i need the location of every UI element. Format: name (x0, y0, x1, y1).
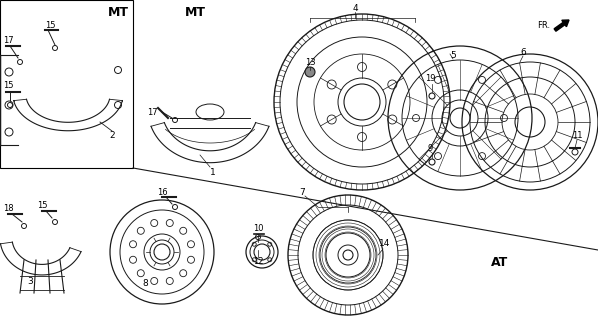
FancyArrow shape (554, 20, 569, 31)
Text: 15: 15 (45, 20, 55, 29)
Text: 15: 15 (3, 81, 13, 90)
Text: 14: 14 (379, 238, 390, 247)
Bar (0, 0, 133, 168)
Text: 7: 7 (299, 188, 305, 196)
Text: MT: MT (108, 5, 129, 19)
Text: 19: 19 (425, 74, 435, 83)
Text: 4: 4 (352, 4, 358, 12)
Text: 8: 8 (142, 278, 148, 287)
Text: 1: 1 (210, 167, 216, 177)
Text: 15: 15 (36, 201, 47, 210)
Text: 5: 5 (450, 51, 456, 60)
Text: 12: 12 (253, 258, 263, 267)
Text: MT: MT (185, 5, 206, 19)
Text: 18: 18 (2, 204, 13, 212)
Text: 3: 3 (27, 277, 33, 286)
Text: 17: 17 (147, 108, 157, 116)
Text: 17: 17 (2, 36, 13, 44)
Circle shape (305, 67, 315, 77)
Text: AT: AT (492, 255, 509, 268)
Text: 16: 16 (157, 188, 167, 196)
Text: 10: 10 (253, 223, 263, 233)
Text: FR.: FR. (537, 20, 550, 29)
Text: 11: 11 (572, 131, 582, 140)
Text: 6: 6 (520, 47, 526, 57)
Text: 13: 13 (305, 58, 315, 67)
Text: 9: 9 (428, 143, 432, 153)
Text: 2: 2 (109, 131, 115, 140)
